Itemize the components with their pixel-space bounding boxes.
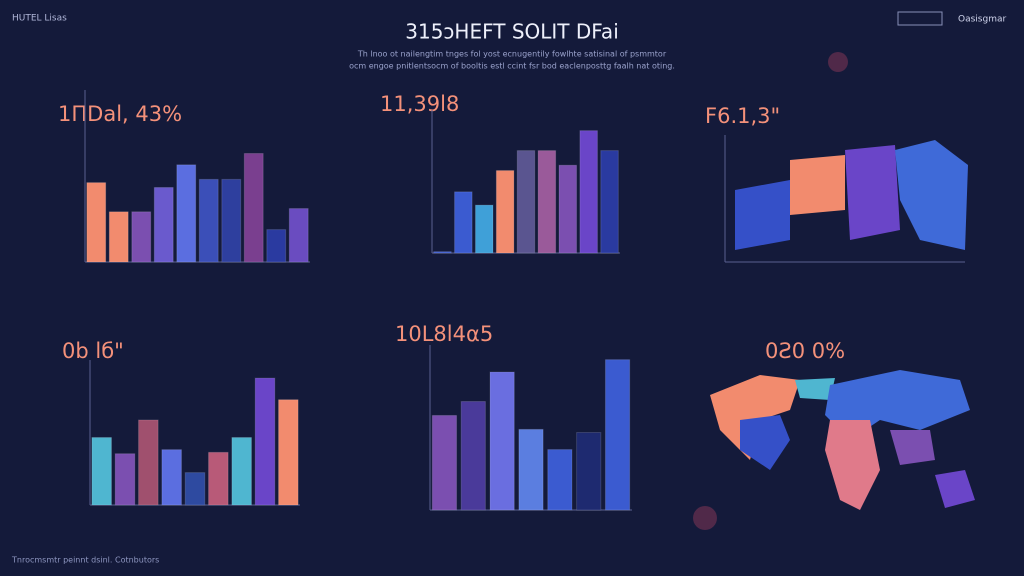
chart-title: 11,39l8 (380, 92, 459, 116)
bar (221, 178, 242, 263)
bar (604, 359, 631, 511)
orb (828, 52, 848, 72)
chart-title: 1ΠDal, 43% (58, 102, 182, 126)
shape-3d (735, 180, 790, 250)
page-title: 315ɔHEFT SOLIT DFai (405, 20, 619, 44)
bar (288, 208, 309, 263)
bar (86, 182, 107, 263)
bar (243, 152, 264, 263)
bar (433, 251, 452, 254)
bar (516, 150, 536, 254)
bar (161, 449, 182, 506)
bar (558, 164, 578, 254)
map-region (935, 470, 975, 508)
bar (495, 170, 515, 254)
bar (184, 472, 206, 506)
bar (431, 414, 458, 511)
bar (537, 150, 557, 254)
bar (266, 229, 287, 263)
bar (576, 432, 602, 511)
map-region (740, 415, 790, 470)
shape-3d (845, 145, 900, 240)
bar (208, 451, 229, 506)
chart-title: 0b lб" (62, 339, 124, 363)
map-region (710, 375, 800, 460)
bar (153, 186, 174, 263)
bar (489, 371, 515, 511)
map-region (890, 430, 935, 465)
map-region (795, 378, 835, 400)
shape-3d (895, 140, 968, 250)
bar (131, 211, 152, 263)
panel-title: 0Ƨ0 0% (765, 339, 845, 363)
bar (198, 178, 219, 263)
bar (231, 437, 252, 506)
bar (91, 437, 112, 506)
brand-right: Oasisgmar (958, 15, 1006, 25)
bar (579, 130, 598, 254)
bar (254, 377, 276, 506)
map-region (825, 420, 880, 510)
bar (600, 150, 619, 254)
bar (108, 211, 129, 263)
bar (278, 399, 299, 506)
bar (138, 419, 159, 506)
bar (547, 449, 573, 511)
subtitle: ocm engoe pnitlentsocm of booltis estl c… (349, 62, 675, 71)
footer: Tnrocmsmtr peinnt dsinl. Cotnbutors (11, 556, 159, 565)
bar (454, 191, 473, 254)
panel-title: F6.1,3" (705, 104, 780, 128)
bar (460, 401, 486, 511)
subtitle: Th lnoo ot nailengtim tnges fol yost ecn… (357, 50, 667, 59)
brand-left: HUTEL Lisas (12, 14, 67, 24)
shape-3d (790, 155, 845, 215)
chart-title: 10L8l4α5 (395, 322, 493, 346)
bar (114, 453, 136, 506)
orb (693, 506, 717, 530)
badge (897, 11, 943, 26)
bar (474, 204, 494, 254)
bar (176, 164, 197, 263)
bar (518, 428, 544, 511)
